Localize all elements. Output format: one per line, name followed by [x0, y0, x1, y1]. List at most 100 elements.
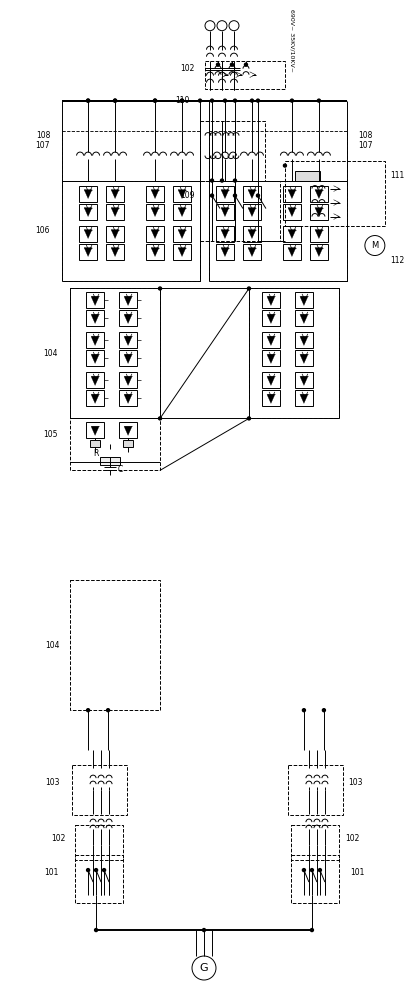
Bar: [295, 332, 313, 348]
Bar: [119, 332, 137, 348]
Bar: [295, 310, 313, 326]
Polygon shape: [111, 190, 119, 199]
Bar: [90, 440, 100, 447]
Bar: [62, 181, 200, 281]
Bar: [243, 204, 261, 220]
Circle shape: [87, 869, 90, 872]
Polygon shape: [124, 296, 132, 305]
Polygon shape: [151, 190, 159, 199]
Circle shape: [211, 194, 213, 197]
Circle shape: [310, 869, 313, 872]
Bar: [123, 440, 133, 447]
Circle shape: [234, 194, 236, 197]
Circle shape: [211, 99, 213, 102]
Polygon shape: [91, 394, 99, 403]
Text: 103: 103: [348, 778, 362, 787]
Polygon shape: [124, 314, 132, 323]
Bar: [283, 204, 301, 220]
Text: 101: 101: [350, 868, 364, 877]
Circle shape: [198, 99, 202, 102]
Text: 101: 101: [44, 868, 58, 877]
Polygon shape: [288, 190, 296, 199]
Text: 108: 108: [358, 131, 372, 140]
Bar: [283, 186, 301, 202]
Bar: [72, 765, 127, 815]
Polygon shape: [91, 426, 99, 435]
Circle shape: [211, 179, 213, 182]
Polygon shape: [84, 248, 92, 257]
Bar: [243, 186, 261, 202]
Bar: [205, 61, 285, 89]
Polygon shape: [124, 354, 132, 363]
Polygon shape: [221, 190, 229, 199]
Polygon shape: [91, 336, 99, 345]
Polygon shape: [248, 208, 256, 217]
Bar: [119, 292, 137, 308]
Polygon shape: [124, 376, 132, 385]
Circle shape: [256, 99, 259, 102]
Polygon shape: [178, 230, 186, 239]
Bar: [262, 390, 280, 406]
Polygon shape: [267, 336, 275, 345]
Bar: [262, 292, 280, 308]
Bar: [262, 332, 280, 348]
Bar: [216, 244, 234, 260]
Bar: [295, 171, 320, 181]
Circle shape: [319, 869, 321, 872]
Polygon shape: [124, 336, 132, 345]
Bar: [146, 226, 164, 242]
Polygon shape: [111, 248, 119, 257]
Bar: [86, 332, 104, 348]
Bar: [209, 181, 347, 281]
Polygon shape: [267, 354, 275, 363]
Bar: [243, 244, 261, 260]
Bar: [262, 372, 280, 388]
Polygon shape: [267, 394, 275, 403]
Text: 102: 102: [181, 64, 195, 73]
Bar: [291, 825, 339, 860]
Circle shape: [256, 194, 259, 197]
Bar: [79, 186, 97, 202]
Bar: [119, 310, 137, 326]
Polygon shape: [288, 248, 296, 257]
Circle shape: [223, 99, 227, 102]
Polygon shape: [315, 208, 323, 217]
Polygon shape: [84, 230, 92, 239]
Polygon shape: [91, 376, 99, 385]
Bar: [106, 226, 124, 242]
Circle shape: [245, 63, 247, 66]
Bar: [86, 350, 104, 366]
Polygon shape: [267, 376, 275, 385]
Bar: [70, 418, 160, 470]
Bar: [200, 121, 265, 181]
Bar: [173, 244, 191, 260]
Polygon shape: [124, 426, 132, 435]
Text: 107: 107: [36, 141, 50, 150]
Polygon shape: [248, 190, 256, 199]
Polygon shape: [300, 354, 308, 363]
Circle shape: [247, 287, 250, 290]
Polygon shape: [288, 208, 296, 217]
Circle shape: [302, 709, 306, 712]
Circle shape: [107, 709, 110, 712]
Polygon shape: [124, 394, 132, 403]
Circle shape: [216, 63, 220, 66]
Text: 102: 102: [345, 834, 359, 843]
Circle shape: [87, 99, 90, 102]
Polygon shape: [221, 230, 229, 239]
Bar: [86, 372, 104, 388]
Bar: [310, 186, 328, 202]
Polygon shape: [315, 248, 323, 257]
Text: 104: 104: [44, 349, 58, 358]
Bar: [285, 161, 385, 226]
Bar: [200, 181, 280, 241]
Bar: [291, 855, 339, 903]
Text: 108: 108: [36, 131, 50, 140]
Circle shape: [310, 929, 313, 932]
Polygon shape: [248, 248, 256, 257]
Bar: [70, 580, 160, 710]
Bar: [100, 457, 120, 465]
Polygon shape: [84, 190, 92, 199]
Circle shape: [153, 99, 157, 102]
Polygon shape: [300, 394, 308, 403]
